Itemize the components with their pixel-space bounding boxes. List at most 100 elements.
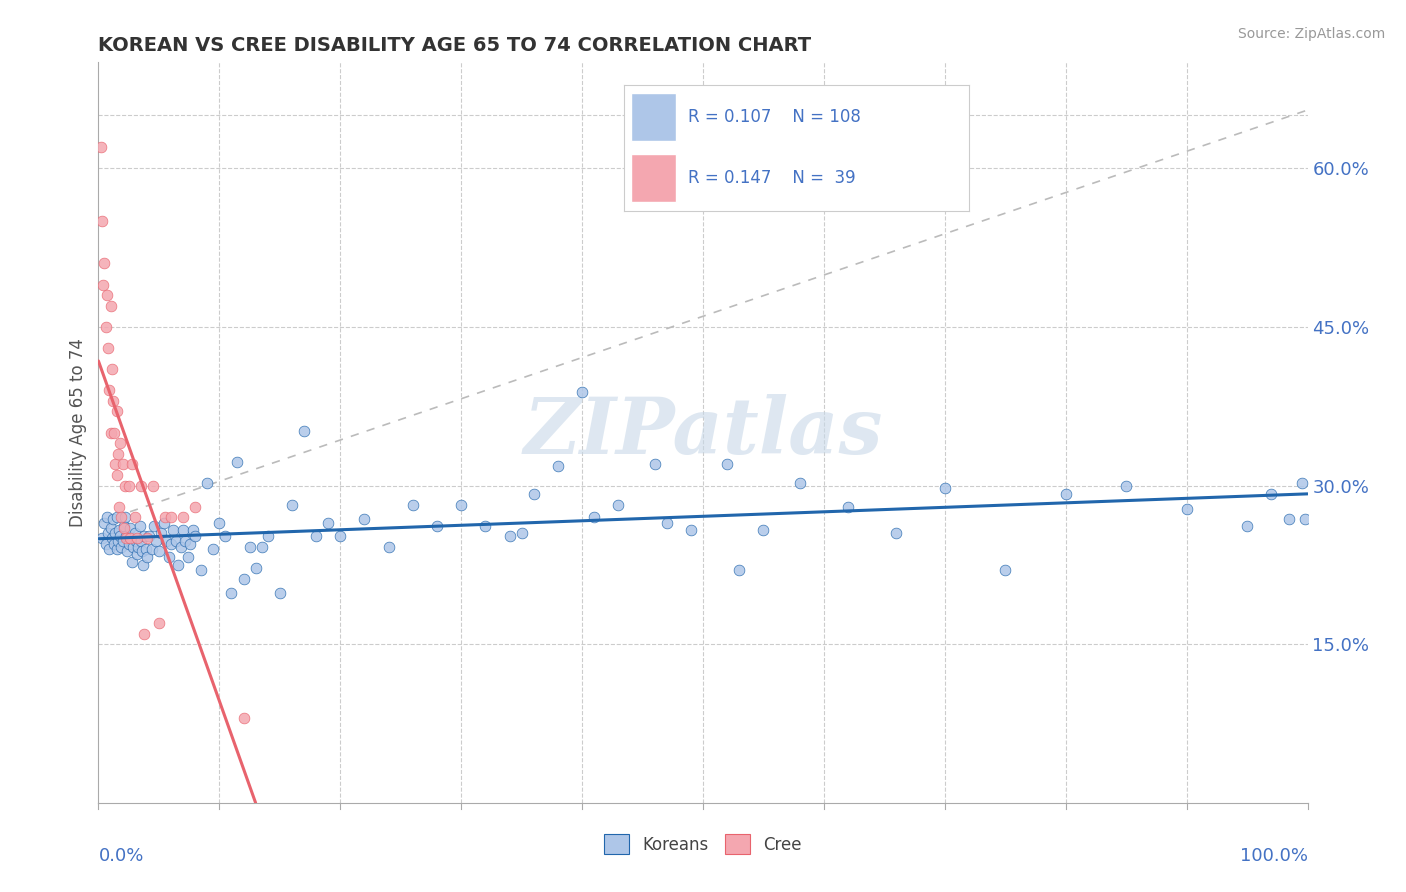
Point — [100, 532, 122, 546]
Point — [174, 533, 197, 548]
Point — [108, 523, 131, 537]
Point — [1278, 512, 1301, 526]
Point — [107, 447, 129, 461]
Point — [402, 498, 425, 512]
Point — [607, 498, 630, 512]
Point — [184, 529, 207, 543]
Point — [145, 533, 167, 548]
Point — [232, 572, 254, 586]
Text: 0.0%: 0.0% — [98, 847, 143, 865]
Point — [167, 558, 190, 572]
Point — [118, 521, 141, 535]
Point — [98, 541, 121, 556]
Point — [118, 478, 141, 492]
Point — [134, 529, 156, 543]
Point — [129, 478, 152, 492]
Point — [112, 518, 135, 533]
Point — [129, 533, 152, 548]
Point — [160, 536, 183, 550]
Point — [752, 523, 775, 537]
Point — [127, 532, 149, 546]
Point — [195, 476, 218, 491]
Point — [1054, 487, 1077, 501]
Y-axis label: Disability Age 65 to 74: Disability Age 65 to 74 — [69, 338, 87, 527]
Point — [1294, 512, 1316, 526]
Point — [152, 516, 174, 530]
Point — [934, 481, 956, 495]
Point — [96, 288, 118, 302]
Point — [105, 541, 128, 556]
Point — [316, 516, 339, 530]
Point — [239, 540, 262, 554]
Point — [148, 544, 170, 558]
Point — [105, 467, 128, 482]
Point — [214, 529, 236, 543]
Point — [256, 529, 278, 543]
Point — [135, 541, 157, 556]
Point — [181, 523, 204, 537]
Point — [105, 510, 128, 524]
Point — [97, 526, 120, 541]
Point — [172, 510, 194, 524]
Point — [93, 256, 115, 270]
Point — [103, 425, 125, 440]
Point — [571, 385, 593, 400]
Point — [105, 404, 128, 418]
Point — [121, 458, 143, 472]
Point — [108, 436, 131, 450]
Point — [98, 384, 121, 398]
Point — [118, 532, 141, 546]
Point — [716, 458, 738, 472]
Point — [100, 425, 122, 440]
Point — [108, 500, 131, 514]
Text: 100.0%: 100.0% — [1240, 847, 1308, 865]
Point — [100, 362, 122, 376]
Point — [450, 498, 472, 512]
Point — [655, 516, 678, 530]
Text: ZIPatlas: ZIPatlas — [523, 394, 883, 471]
Point — [232, 711, 254, 725]
Point — [153, 510, 176, 524]
Point — [138, 529, 160, 543]
Point — [115, 529, 138, 543]
Point — [142, 478, 165, 492]
Point — [124, 526, 146, 541]
Point — [143, 518, 166, 533]
Point — [135, 532, 157, 546]
Point — [292, 424, 315, 438]
Point — [96, 510, 118, 524]
Point — [118, 536, 141, 550]
Point — [94, 319, 117, 334]
Point — [111, 458, 134, 472]
Text: Source: ZipAtlas.com: Source: ZipAtlas.com — [1237, 27, 1385, 41]
Point — [103, 536, 125, 550]
Point — [111, 533, 134, 548]
Point — [644, 458, 666, 472]
Text: KOREAN VS CREE DISABILITY AGE 65 TO 74 CORRELATION CHART: KOREAN VS CREE DISABILITY AGE 65 TO 74 C… — [98, 36, 811, 54]
Point — [125, 533, 148, 548]
Point — [886, 526, 908, 541]
Point — [250, 540, 273, 554]
Point — [94, 536, 117, 550]
Point — [91, 277, 114, 292]
Point — [110, 540, 132, 554]
Point — [115, 532, 138, 546]
Point — [132, 558, 155, 572]
Point — [994, 563, 1017, 577]
Point — [134, 626, 156, 640]
Point — [120, 532, 142, 546]
Point — [474, 518, 496, 533]
Point — [305, 529, 328, 543]
Point — [190, 563, 212, 577]
Point — [100, 299, 122, 313]
Point — [583, 510, 606, 524]
Point — [101, 512, 124, 526]
Point — [329, 529, 352, 543]
Point — [91, 214, 114, 228]
Point — [104, 458, 127, 472]
Point — [141, 541, 163, 556]
Point — [117, 544, 139, 558]
Point — [157, 550, 180, 565]
Point — [377, 540, 399, 554]
Point — [165, 533, 187, 548]
